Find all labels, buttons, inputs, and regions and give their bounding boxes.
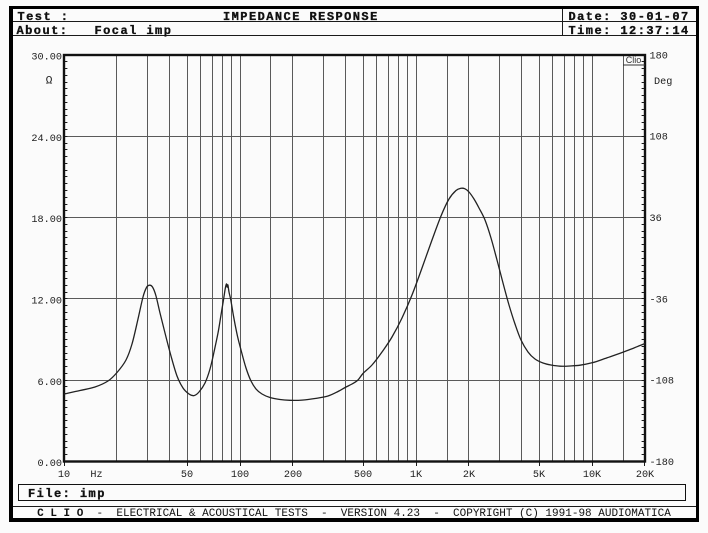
svg-text:50: 50 (181, 470, 193, 481)
svg-text:Deg: Deg (654, 77, 672, 88)
svg-text:108: 108 (650, 133, 668, 144)
svg-text:100: 100 (231, 470, 249, 481)
svg-text:5K: 5K (533, 470, 546, 481)
svg-text:200: 200 (284, 470, 302, 481)
svg-text:10K: 10K (583, 470, 602, 481)
svg-text:1K: 1K (410, 470, 423, 481)
svg-text:500: 500 (354, 470, 372, 481)
svg-text:-36: -36 (650, 295, 668, 306)
svg-text:2K: 2K (463, 470, 476, 481)
svg-text:24.00: 24.00 (31, 134, 62, 145)
svg-text:Clio: Clio (626, 55, 642, 65)
svg-text:18.00: 18.00 (31, 215, 62, 226)
svg-text:6.00: 6.00 (38, 378, 62, 389)
svg-text:-180: -180 (650, 458, 674, 469)
svg-text:20K: 20K (636, 470, 655, 481)
svg-text:10: 10 (58, 470, 70, 481)
svg-text:36: 36 (650, 214, 662, 225)
svg-text:180: 180 (650, 51, 668, 62)
svg-text:-108: -108 (650, 377, 674, 388)
svg-text:30.00: 30.00 (31, 53, 62, 64)
svg-text:12.00: 12.00 (31, 297, 62, 308)
svg-text:Ω: Ω (46, 76, 53, 88)
svg-text:Hz: Hz (90, 470, 102, 481)
svg-text:0.00: 0.00 (38, 459, 62, 470)
